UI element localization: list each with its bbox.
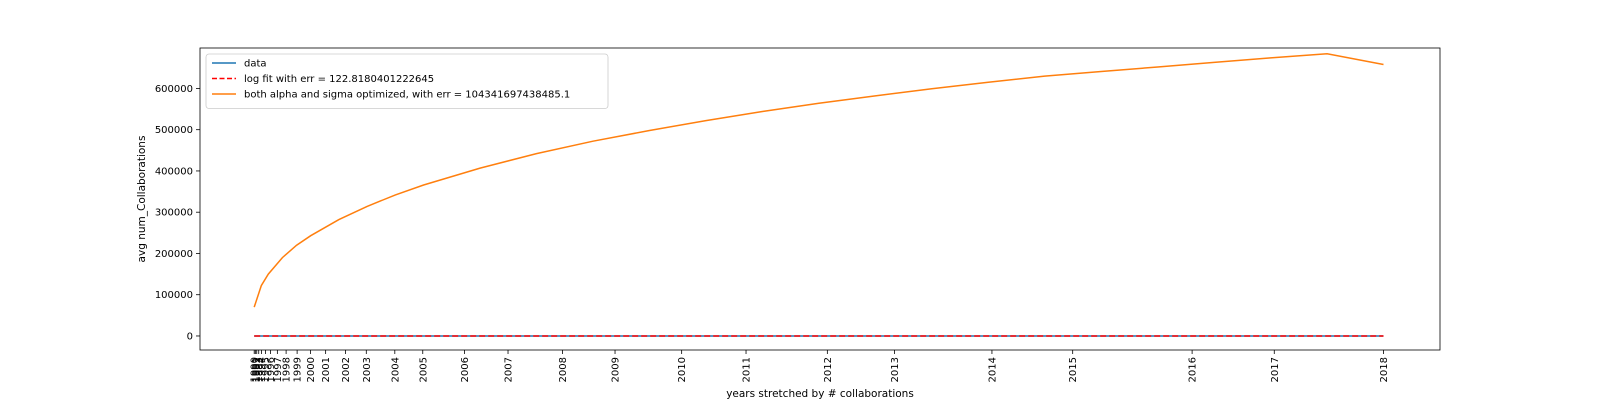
- x-tick-label: 2011: [742, 357, 753, 382]
- y-tick-label: 500000: [155, 125, 193, 136]
- x-tick-label: 2015: [1068, 357, 1079, 382]
- x-tick-label: 2014: [987, 357, 998, 382]
- x-tick-label: 1991: [251, 357, 262, 382]
- x-tick-label: 2002: [341, 357, 352, 382]
- y-tick-label: 0: [187, 331, 193, 342]
- legend: data log fit with err = 122.8180401222645…: [205, 53, 609, 109]
- x-tick-label: 2003: [362, 357, 373, 382]
- x-tick-label: 1992: [252, 357, 263, 382]
- y-tick-label: 600000: [155, 84, 193, 95]
- x-tick-label: 1993: [254, 357, 265, 382]
- x-tick-label: 1994: [257, 357, 268, 382]
- x-tick-label: 2005: [418, 357, 429, 382]
- x-tick-label: 1995: [261, 357, 272, 382]
- legend-box: [205, 53, 609, 109]
- x-axis-label: years stretched by # collaborations: [726, 388, 914, 400]
- x-tick-label: 2001: [321, 357, 332, 382]
- y-tick-label: 100000: [155, 290, 193, 301]
- x-tick-label: 1996: [266, 357, 277, 382]
- x-tick-label: 2007: [504, 357, 515, 382]
- x-tick-label: 2008: [558, 357, 569, 382]
- x-tick-label: 2009: [611, 357, 622, 382]
- x-tick-label: 2006: [460, 357, 471, 382]
- x-tick-label: 2013: [890, 357, 901, 382]
- legend-label-1: log fit with err = 122.8180401222645: [244, 74, 434, 85]
- axes: 0 100000 200000 300000 400000 500000 600000 199…: [136, 47, 1441, 400]
- y-tick-label: 300000: [155, 208, 193, 219]
- x-tick-label: 1990: [250, 357, 261, 382]
- x-tick-label: 1997: [273, 357, 284, 382]
- plot-frame: [199, 47, 1441, 351]
- plot-area: [253, 53, 1384, 337]
- x-tick-label: 1999: [293, 357, 304, 382]
- legend-label-0: data: [244, 59, 267, 70]
- y-tick-label: 400000: [155, 166, 193, 177]
- x-tick-label: 2000: [306, 357, 317, 382]
- x-tick-label: 1998: [282, 357, 293, 382]
- x-tick-label: 2012: [823, 357, 834, 382]
- x-tick-label: 2010: [677, 357, 688, 382]
- x-tick-label: 2016: [1188, 357, 1199, 382]
- series-line-2: [253, 53, 1384, 308]
- x-tick-label: 2018: [1379, 357, 1390, 382]
- x-tick-label: 2004: [390, 357, 401, 382]
- x-tick-label: 2017: [1270, 357, 1281, 382]
- legend-label-2: both alpha and sigma optimized, with err…: [244, 90, 570, 101]
- y-tick-label: 200000: [155, 249, 193, 260]
- y-axis-label: avg num_Collaborations: [136, 136, 148, 263]
